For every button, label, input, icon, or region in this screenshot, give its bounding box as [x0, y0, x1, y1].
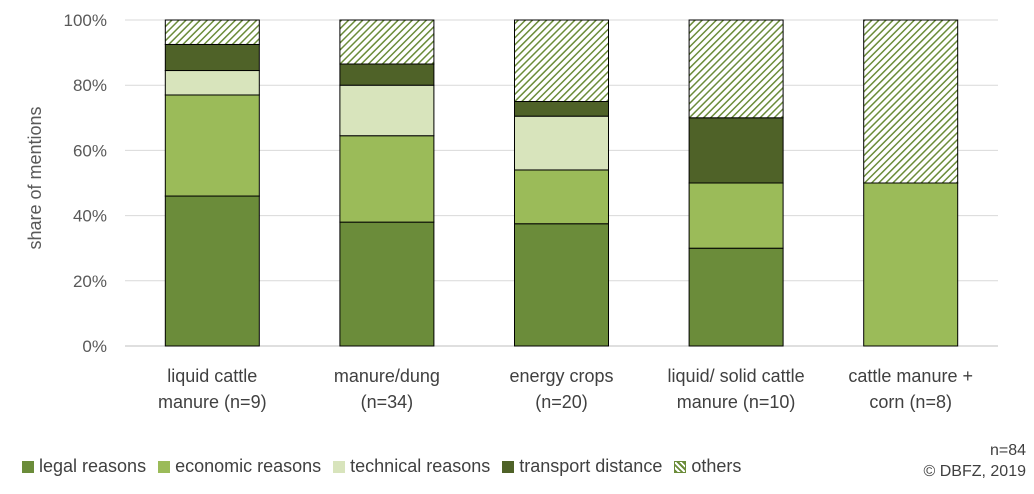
bar-segment-economic-reasons: [688, 182, 784, 249]
bar-segment-transport-distance: [164, 43, 260, 72]
x-category-label: liquid/ solid cattle: [668, 366, 805, 386]
bar-segment-technical-reasons: [164, 70, 260, 96]
copyright-note: © DBFZ, 2019: [923, 463, 1027, 480]
x-category-label: (n=34): [361, 392, 414, 412]
x-category-label: cattle manure +: [848, 366, 973, 386]
bar-segment-transport-distance: [688, 117, 784, 184]
sample-size-note: n=84: [989, 442, 1026, 459]
bar-segment-economic-reasons: [164, 94, 260, 197]
bar-segment-economic-reasons: [339, 135, 435, 223]
bar-segment-others: [164, 19, 260, 45]
legend-item: others: [674, 456, 741, 477]
legend-swatch: [502, 460, 515, 473]
bar-segment-legal-reasons: [688, 247, 784, 347]
y-axis-ticks: 0% 20% 40% 60% 80% 100%: [64, 11, 107, 356]
legend-swatch: [333, 460, 346, 473]
legend-swatch: [674, 460, 687, 473]
bars: [164, 19, 959, 347]
legend-swatch: [22, 460, 34, 473]
y-tick-label: 20%: [73, 272, 107, 291]
bar-segment-legal-reasons: [339, 221, 435, 347]
bar-segment-others: [863, 19, 959, 184]
y-tick-label: 80%: [73, 76, 107, 95]
legend-item: technical reasons: [333, 456, 490, 477]
legend-label: legal reasons: [39, 456, 147, 476]
bar-segment-legal-reasons: [164, 195, 260, 347]
x-category-label: liquid cattle: [167, 366, 257, 386]
bar-segment-transport-distance: [339, 63, 435, 86]
bar-segment-legal-reasons: [514, 223, 609, 347]
legend-item: transport distance: [502, 456, 662, 477]
x-category-label: energy crops: [509, 366, 613, 386]
x-category-label: manure/dung: [334, 366, 440, 386]
x-category-label: corn (n=8): [869, 392, 952, 412]
footnote: n=84 © DBFZ, 2019: [924, 440, 1027, 482]
x-category-label: manure (n=9): [158, 392, 267, 412]
y-tick-label: 100%: [64, 11, 107, 30]
bar-segment-economic-reasons: [863, 182, 959, 347]
bar-segment-economic-reasons: [514, 169, 609, 225]
y-tick-label: 40%: [73, 207, 107, 226]
bar-segment-others: [514, 19, 609, 102]
x-category-label: manure (n=10): [677, 392, 796, 412]
x-axis-categories: liquid cattle manure (n=9) manure/dung (n=3…: [158, 366, 973, 412]
legend-label: others: [691, 456, 742, 476]
bar-segment-others: [688, 19, 784, 119]
y-axis-label: share of mentions: [25, 106, 45, 249]
y-tick-label: 60%: [73, 141, 107, 160]
x-category-label: (n=20): [535, 392, 588, 412]
legend-label: technical reasons: [350, 456, 491, 476]
legend-swatch: [158, 460, 171, 473]
bar-segment-others: [339, 19, 435, 65]
legend-item: economic reasons: [158, 456, 321, 477]
y-tick-label: 0%: [82, 337, 107, 356]
bar-segment-transport-distance: [514, 101, 609, 117]
stacked-bar-chart: 0% 20% 40% 60% 80% 100% liquid cattle manure (…: [25, 11, 998, 412]
legend-label: economic reasons: [175, 456, 322, 476]
bar-segment-technical-reasons: [514, 115, 609, 171]
legend-item: legal reasons: [22, 456, 146, 477]
legend: legal reasons economic reasons technical r…: [22, 456, 753, 477]
legend-label: transport distance: [519, 456, 663, 476]
bar-segment-technical-reasons: [339, 84, 435, 137]
